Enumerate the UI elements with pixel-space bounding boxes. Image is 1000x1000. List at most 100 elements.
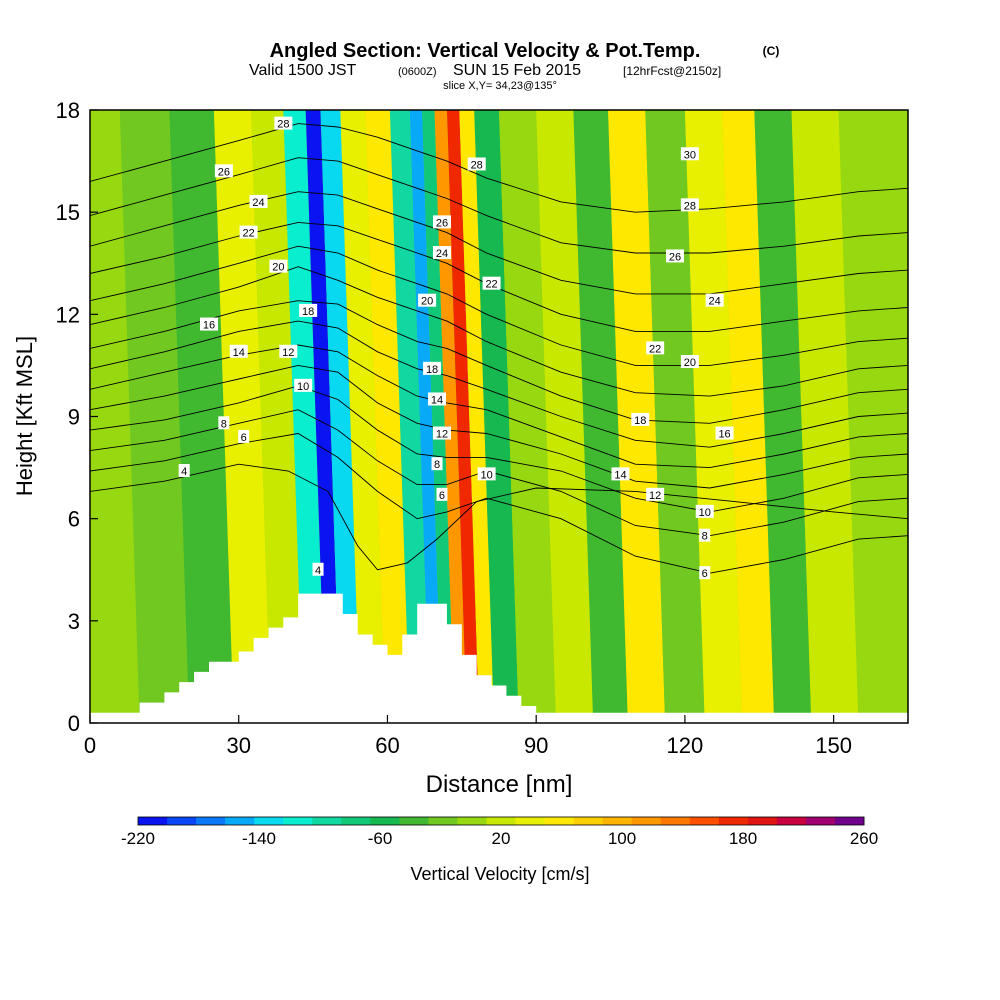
isentrope-line: [90, 463, 908, 571]
contour-label-text: 20: [421, 296, 433, 308]
y-tick-label: 0: [68, 711, 80, 736]
contour-label-bg: [467, 157, 486, 171]
colorbar-tick-label: -60: [368, 829, 393, 848]
contour-label: 26: [432, 215, 451, 229]
colorbar-swatch: [312, 817, 342, 825]
velocity-band: [754, 110, 812, 723]
velocity-band: [434, 110, 467, 723]
contour-label-text: 28: [277, 119, 289, 131]
velocity-band: [838, 110, 896, 723]
colorbar-swatch: [428, 817, 458, 825]
contour-label: 10: [477, 467, 496, 481]
contour-label-text: 30: [684, 149, 696, 161]
isentrope-line: [90, 221, 908, 332]
velocity-band: [459, 110, 495, 723]
contour-label: 28: [467, 157, 486, 171]
contour-label-bg: [294, 378, 313, 392]
isentrope-line: [90, 123, 908, 213]
colorbar-tick-label: -140: [242, 829, 276, 848]
valid-time-text: Valid 1500 JST: [249, 62, 357, 79]
contour-label-bg: [428, 392, 447, 406]
contour-label-text: 24: [709, 296, 721, 308]
contour-label: 8: [218, 416, 230, 430]
contour-label: 12: [646, 487, 665, 502]
y-tick-label: 18: [56, 98, 80, 123]
contour-label: 14: [428, 392, 447, 406]
contour-label: 6: [436, 487, 448, 502]
contour-label: 6: [699, 566, 711, 580]
velocity-band: [645, 110, 705, 723]
colorbar-swatch: [834, 817, 865, 825]
y-axis-label: Height [Kft MSL]: [12, 336, 37, 496]
contour-label-bg: [432, 246, 451, 260]
contour-label: 12: [279, 344, 298, 359]
contour-label: 10: [695, 504, 714, 519]
contour-label-bg: [269, 259, 288, 273]
colorbar-tick-label: -220: [121, 829, 155, 848]
contour-labels: 4 4 6 6 6 8 8 8 10 10 10 12 12 12 14 14 14 16 16 18 18 18 20 20…: [178, 116, 734, 580]
contour-label-bg: [680, 147, 699, 161]
contour-label-text: 20: [272, 262, 284, 274]
colorbar: -220 -140 -60 20 100 180 260: [121, 816, 878, 848]
colorbar-label: Vertical Velocity [cm/s]: [410, 864, 589, 884]
contour-label: 18: [299, 303, 318, 318]
colorbar-tick-label: 180: [729, 829, 757, 848]
velocity-band: [474, 110, 519, 723]
y-tick-label: 3: [68, 609, 80, 634]
contour-label: 18: [423, 361, 442, 376]
x-axis: 0 30 60 90 120 150: [84, 715, 852, 758]
velocity-band: [169, 110, 234, 723]
contour-label-bg: [229, 344, 248, 358]
contour-label-bg: [482, 276, 501, 290]
contour-label-text: 16: [203, 320, 215, 332]
contour-label-bg: [680, 355, 699, 369]
terrain-mask: [90, 593, 908, 723]
velocity-band: [446, 110, 480, 723]
contour-label-bg: [695, 504, 714, 518]
contour-label-text: 10: [699, 507, 711, 519]
contour-label-bg: [431, 457, 443, 471]
contour-label-bg: [239, 225, 258, 239]
colorbar-swatch: [196, 817, 226, 825]
contour-label-text: 26: [436, 217, 448, 229]
colorbar-swatch: [341, 817, 371, 825]
contour-label-bg: [705, 293, 724, 307]
velocity-band: [213, 110, 271, 723]
contour-label-text: 18: [302, 306, 314, 318]
colorbar-tick-label: 20: [492, 829, 511, 848]
plot-area: 4 4 6 6 6 8 8 8 10 10 10 12 12 12 14 14 14 16 16 18 18 18 20 20…: [90, 110, 908, 723]
contour-label-bg: [249, 194, 268, 208]
isentrope-line: [90, 385, 908, 513]
contour-label-bg: [432, 215, 451, 229]
x-tick-label: 60: [375, 733, 399, 758]
contour-label-text: 18: [634, 415, 646, 427]
colorbar-frame: [137, 816, 865, 826]
contour-label-bg: [274, 116, 293, 130]
colorbar-swatch: [805, 817, 836, 825]
contour-label: 16: [715, 426, 734, 441]
x-tick-label: 150: [815, 733, 852, 758]
contour-label-bg: [432, 426, 451, 440]
contour-label-bg: [477, 467, 496, 481]
contour-label-bg: [699, 528, 711, 542]
contour-label: 22: [239, 225, 258, 240]
contour-label-bg: [646, 487, 665, 501]
contour-label-bg: [680, 198, 699, 212]
isentrope-line: [90, 320, 908, 448]
contour-label-bg: [423, 361, 442, 375]
colorbar-swatch: [167, 817, 197, 825]
colorbar-swatch: [776, 817, 807, 825]
contour-label-text: 12: [436, 429, 448, 441]
forecast-info-text: [12hrFcst@2150z]: [623, 64, 721, 78]
contour-label-bg: [312, 562, 324, 576]
contour-label-text: 22: [243, 228, 255, 240]
colorbar-swatch: [689, 817, 720, 825]
colorbar-swatch: [660, 817, 691, 825]
isentrope-line: [90, 300, 908, 424]
contour-label-text: 10: [297, 381, 309, 393]
contour-label: 18: [631, 412, 650, 427]
contour-label: 20: [418, 293, 437, 308]
chart-title-suffix: (C): [763, 44, 780, 58]
contour-label-text: 14: [431, 394, 443, 406]
